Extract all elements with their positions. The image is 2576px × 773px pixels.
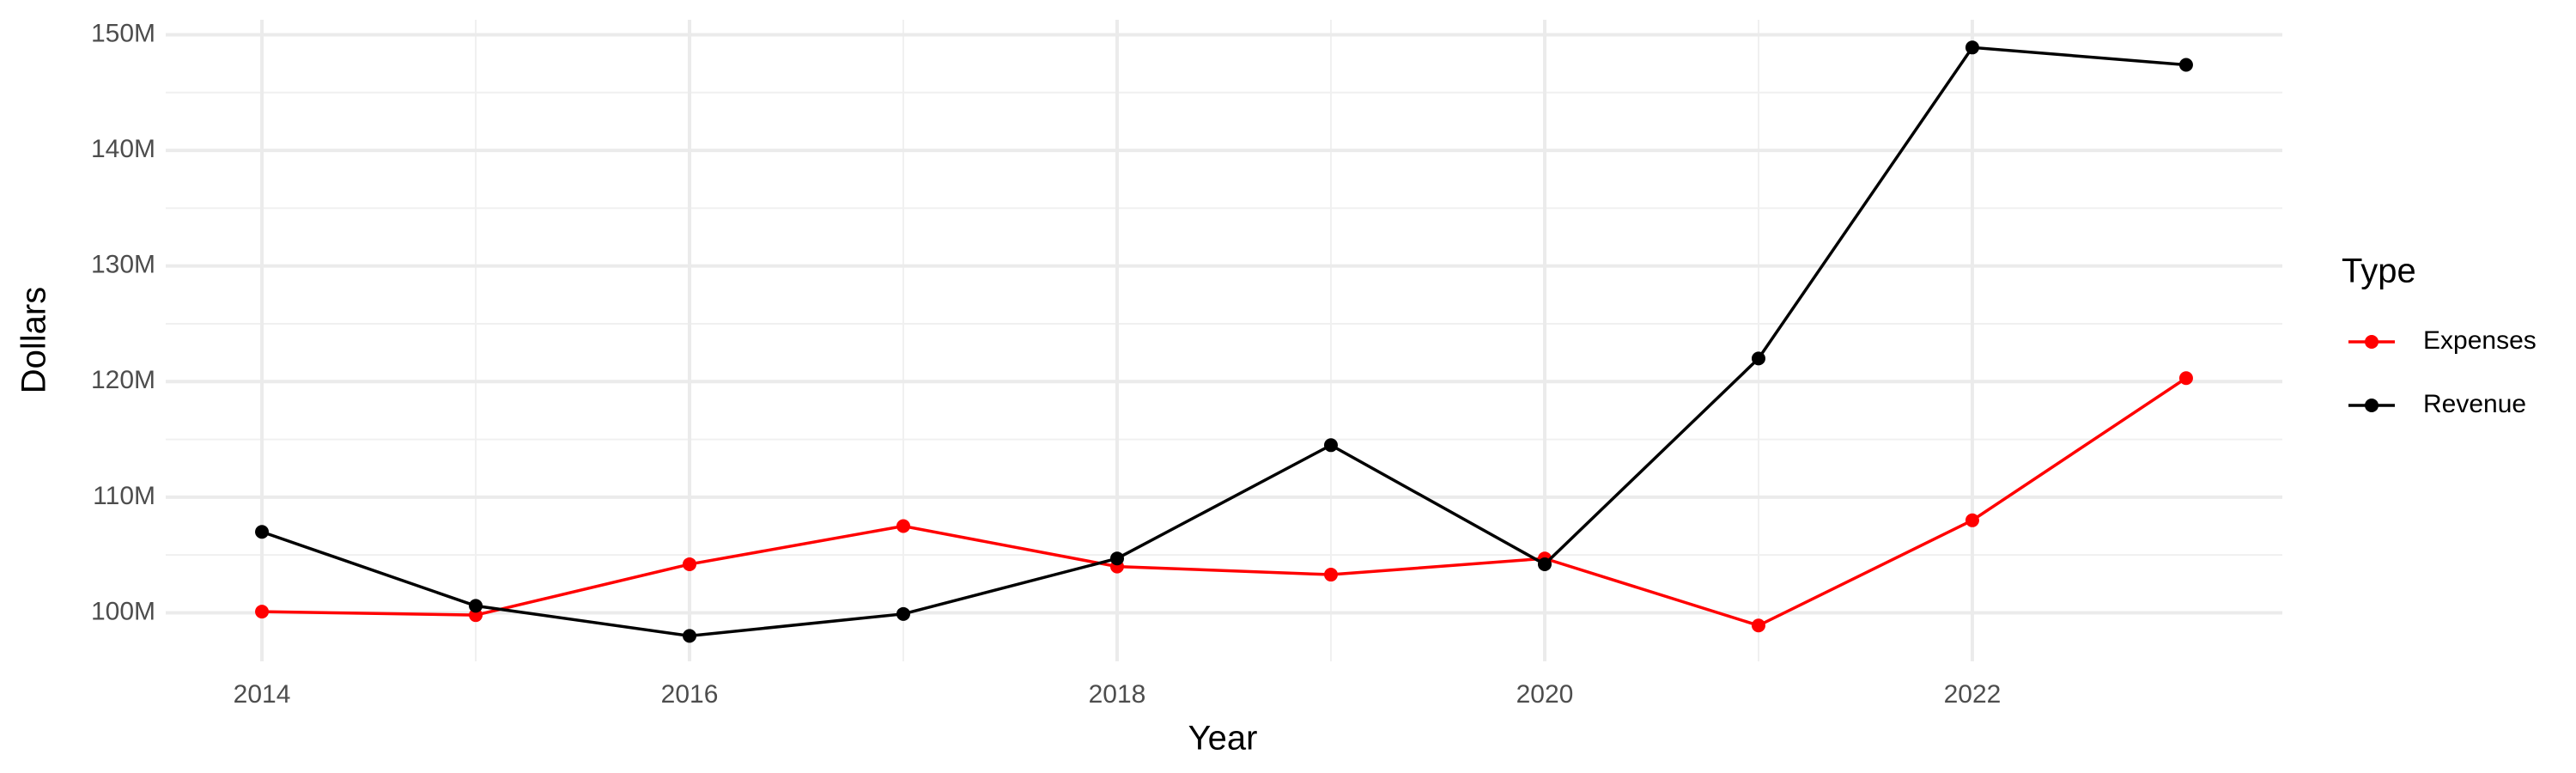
y-tick-label: 120M: [91, 366, 155, 394]
data-point: [683, 629, 697, 643]
data-point: [896, 519, 911, 533]
y-axis-title: Dollars: [15, 287, 53, 393]
x-tick-label: 2016: [661, 680, 719, 709]
data-point: [1751, 618, 1765, 633]
y-tick-label: 150M: [91, 19, 155, 47]
y-tick-label: 130M: [91, 251, 155, 279]
data-point: [1965, 40, 1979, 55]
x-tick-label: 2018: [1089, 680, 1146, 709]
data-point: [255, 525, 270, 539]
y-tick-label: 110M: [93, 482, 155, 510]
legend-title: Type: [2342, 253, 2416, 290]
legend-label: Expenses: [2423, 326, 2537, 355]
data-point: [683, 557, 697, 571]
data-point: [1323, 568, 1338, 582]
legend-marker: [2365, 399, 2379, 412]
legend-marker: [2365, 335, 2379, 349]
x-tick-label: 2014: [234, 680, 291, 709]
x-tick-label: 2022: [1944, 680, 2002, 709]
data-point: [2178, 58, 2193, 72]
x-axis-title: Year: [1188, 720, 1258, 758]
data-point: [1110, 551, 1125, 566]
y-tick-label: 140M: [91, 135, 155, 163]
data-point: [896, 606, 911, 621]
data-point: [255, 605, 270, 619]
data-point: [469, 599, 483, 613]
series-line: [262, 376, 2187, 628]
x-tick-label: 2020: [1516, 680, 1574, 709]
series-line: [261, 46, 2187, 638]
data-point: [1965, 513, 1979, 527]
data-point: [1323, 438, 1338, 453]
data-point: [2178, 371, 2193, 386]
data-point: [1751, 351, 1765, 366]
y-tick-label: 100M: [91, 597, 155, 625]
data-point: [1537, 557, 1552, 571]
legend-label: Revenue: [2423, 390, 2526, 418]
